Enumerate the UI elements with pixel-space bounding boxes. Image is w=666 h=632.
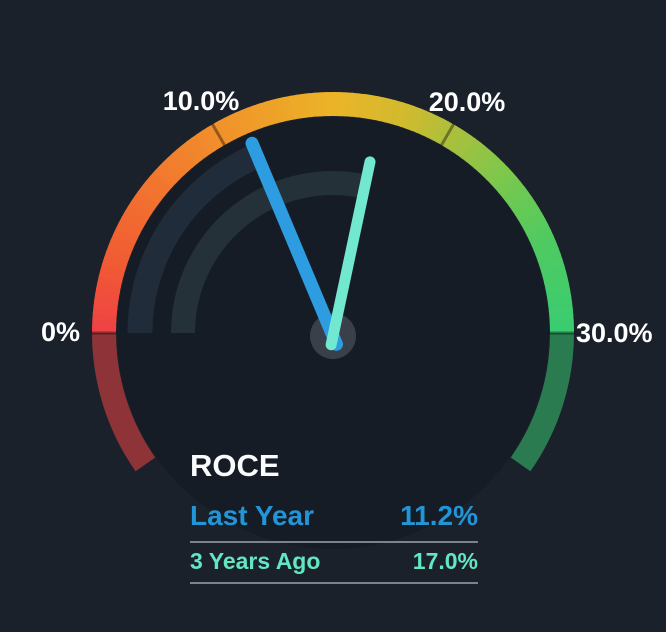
- gauge-title: ROCE: [190, 448, 280, 483]
- gauge-tick-label-min: 0%: [40, 317, 80, 347]
- legend-value-3-years-ago: 17.0%: [412, 548, 478, 574]
- gauge-tick-label-max: 30.0%: [576, 318, 653, 348]
- gauge-out-of-range-arcs: [92, 332, 574, 472]
- legend-label-3-years-ago: 3 Years Ago: [190, 548, 321, 574]
- gauge-tick-label-20: 20.0%: [428, 87, 506, 117]
- legend-value-last-year: 11.2%: [400, 500, 478, 531]
- gauge-value-tracks: [127, 143, 367, 334]
- gauge-gradient-band: [92, 92, 574, 334]
- gauge-tick-marks: [91, 123, 575, 335]
- gauge-needles: [245, 136, 376, 351]
- legend-row-last-year: Last Year 11.2%: [190, 500, 478, 543]
- gauge-tick-label-10: 10.0%: [162, 86, 240, 116]
- legend-label-last-year: Last Year: [190, 500, 315, 531]
- legend-row-3-years-ago: 3 Years Ago 17.0%: [190, 543, 478, 584]
- gauge-legend: ROCE Last Year 11.2% 3 Years Ago 17.0%: [190, 449, 478, 584]
